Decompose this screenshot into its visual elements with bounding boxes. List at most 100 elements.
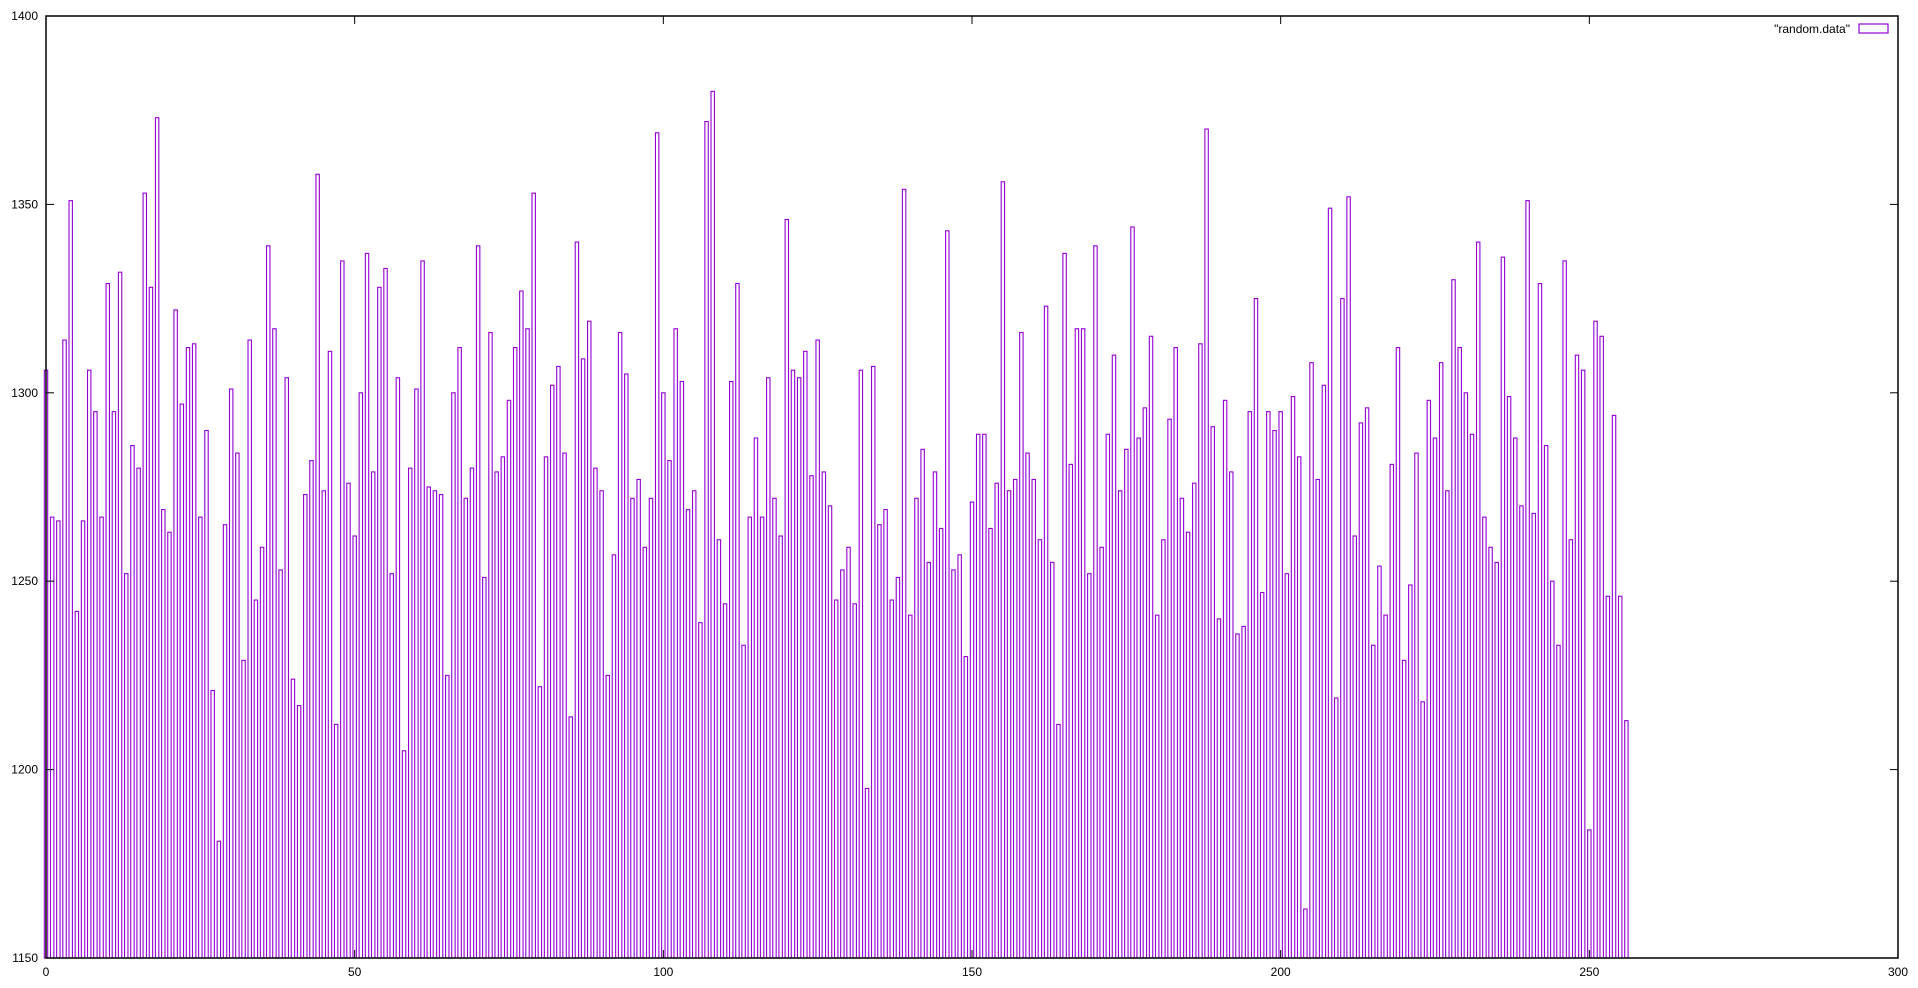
bar	[124, 573, 129, 959]
bar	[926, 561, 932, 959]
bar	[1457, 347, 1462, 959]
bar	[815, 339, 820, 959]
bar	[1377, 565, 1382, 959]
bar	[1556, 644, 1561, 959]
bar	[562, 452, 567, 959]
bar	[340, 260, 345, 959]
bar	[1253, 298, 1259, 959]
bar	[994, 482, 999, 959]
bar	[1432, 437, 1438, 959]
bar	[303, 493, 308, 959]
bar	[1222, 399, 1228, 959]
bar	[766, 377, 771, 959]
bar	[475, 245, 481, 959]
bar	[1587, 829, 1592, 959]
bar	[1037, 539, 1043, 959]
bar	[1309, 362, 1314, 959]
x-tick-label: 150	[962, 965, 982, 979]
bar	[877, 524, 882, 959]
bar	[803, 350, 808, 959]
bar	[117, 271, 123, 959]
bar	[247, 339, 252, 959]
bar	[1062, 252, 1067, 959]
bar	[661, 392, 666, 959]
bar	[587, 320, 592, 959]
bar	[1210, 426, 1216, 959]
bar	[1191, 482, 1197, 959]
bar	[1124, 448, 1129, 959]
bar	[642, 546, 648, 959]
bar	[1562, 260, 1567, 959]
bar	[68, 200, 73, 959]
bar	[1117, 490, 1123, 959]
bar	[1599, 335, 1604, 959]
bar	[1179, 497, 1185, 959]
bar	[840, 569, 845, 959]
bar	[1198, 343, 1203, 959]
bar	[1229, 471, 1234, 959]
bar	[636, 478, 641, 959]
bar	[228, 388, 234, 959]
bar	[370, 471, 376, 959]
bar	[624, 373, 629, 959]
bar	[321, 490, 327, 959]
bar	[1525, 200, 1530, 959]
y-tick-label: 1250	[11, 574, 38, 588]
bar	[1303, 908, 1308, 959]
bar	[1216, 618, 1222, 959]
bar	[1543, 444, 1549, 959]
bar	[259, 546, 265, 959]
bar	[951, 569, 956, 959]
bar	[1068, 463, 1074, 959]
bar	[1550, 580, 1555, 959]
bar	[1130, 226, 1135, 959]
bar	[611, 554, 617, 959]
x-tick-label: 100	[653, 965, 673, 979]
bar	[204, 429, 209, 959]
bar	[722, 603, 728, 959]
bar	[346, 482, 351, 959]
bar	[173, 309, 178, 959]
bar	[1266, 411, 1271, 959]
bar	[235, 452, 240, 959]
bar	[161, 509, 166, 959]
bar	[630, 497, 635, 959]
bar	[969, 501, 975, 959]
bar	[920, 448, 925, 959]
bar	[457, 347, 462, 959]
bar	[889, 599, 894, 959]
bar	[1185, 531, 1191, 959]
bar	[1580, 369, 1586, 959]
bar	[99, 516, 104, 959]
bar	[1080, 328, 1086, 959]
bar	[216, 840, 222, 959]
y-tick-label: 1150	[12, 951, 38, 965]
bar	[1247, 411, 1253, 959]
x-tick-label: 0	[43, 965, 50, 979]
bar	[858, 369, 864, 959]
bar	[1235, 633, 1240, 959]
bar	[1371, 644, 1376, 959]
bar	[1012, 478, 1018, 959]
bar	[704, 120, 709, 959]
bar	[420, 260, 425, 959]
bar	[901, 188, 907, 959]
bar	[1395, 347, 1401, 959]
bar	[1506, 396, 1512, 959]
bar	[1605, 595, 1611, 959]
bar	[1593, 320, 1598, 959]
bar	[827, 505, 833, 959]
bar	[154, 117, 160, 959]
bar	[1531, 512, 1537, 959]
bar	[1383, 614, 1388, 959]
bar	[580, 358, 586, 959]
bar	[327, 350, 333, 959]
bar	[185, 347, 191, 959]
y-tick-label: 1200	[11, 763, 38, 777]
bar	[796, 377, 802, 959]
bar	[747, 516, 753, 959]
bar	[438, 493, 444, 959]
bar	[667, 460, 672, 959]
bar	[1537, 282, 1543, 959]
bar	[265, 245, 271, 959]
